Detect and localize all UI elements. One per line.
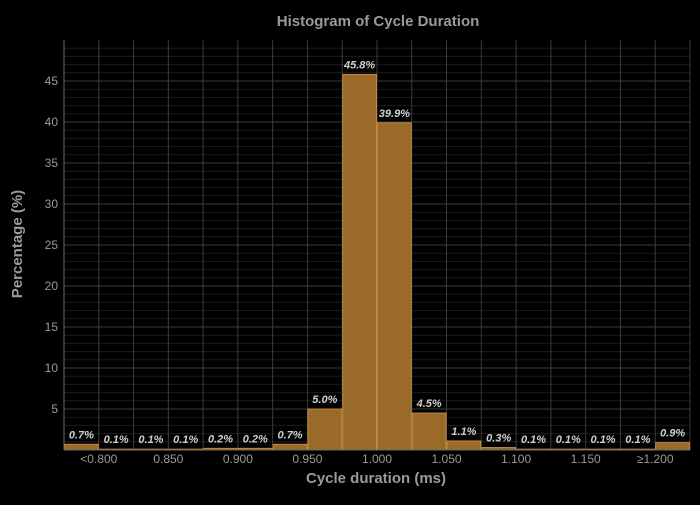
x-tick-label: 1.000	[362, 452, 392, 466]
x-axis-title: Cycle duration (ms)	[306, 470, 446, 487]
bar-value-label: 0.1%	[521, 434, 546, 446]
y-tick-label: 45	[45, 74, 59, 88]
histogram-bar	[377, 122, 412, 451]
bar-value-label: 0.1%	[173, 434, 198, 446]
x-tick-label: 0.900	[223, 452, 253, 466]
x-tick-label: 0.950	[292, 452, 322, 466]
bar-value-label: 0.1%	[625, 434, 650, 446]
axes: 5 10 15 20 25 30 35 40 45 <0.800 0.850 0.900 0.950 1.…	[45, 40, 690, 466]
y-tick-label: 15	[45, 320, 59, 334]
data-labels: 0.7% 0.1% 0.1% 0.1% 0.2% 0.2% 0.7% 5.0% 45.8% 39.…	[69, 59, 686, 446]
x-tick-label: 1.100	[501, 452, 531, 466]
chart-title: Histogram of Cycle Duration	[277, 13, 480, 30]
bar-value-label: 5.0%	[312, 394, 337, 406]
bar-value-label: 39.9%	[379, 108, 410, 120]
histogram-bar	[307, 408, 343, 451]
bar-value-label: 0.9%	[660, 428, 685, 440]
bar-value-label: 0.7%	[278, 429, 303, 441]
bar-value-label: 0.7%	[69, 429, 94, 441]
bar-value-label: 0.1%	[591, 434, 616, 446]
y-tick-label: 20	[45, 279, 59, 293]
bar-value-label: 0.3%	[486, 433, 511, 445]
bar-value-label: 0.1%	[556, 434, 581, 446]
y-tick-label: 30	[45, 197, 59, 211]
x-tick-label: <0.800	[80, 452, 117, 466]
histogram-bar	[64, 443, 99, 451]
x-tick-label: 1.050	[432, 452, 462, 466]
y-tick-label: 40	[45, 115, 59, 129]
y-tick-label: 25	[45, 238, 59, 252]
histogram-bar	[446, 440, 482, 451]
bar-value-label: 0.2%	[208, 433, 233, 445]
bar-value-label: 4.5%	[416, 398, 442, 410]
x-tick-label: ≥1.200	[637, 452, 674, 466]
histogram-bar	[411, 412, 447, 451]
y-tick-label: 5	[51, 402, 58, 416]
y-tick-label: 35	[45, 156, 59, 170]
x-tick-label: 1.150	[571, 452, 601, 466]
bar-value-label: 0.1%	[138, 434, 163, 446]
y-tick-label: 10	[45, 361, 59, 375]
bars	[64, 73, 691, 451]
histogram-bar	[272, 443, 308, 451]
histogram-bar	[342, 73, 378, 451]
y-axis-title: Percentage (%)	[9, 190, 26, 298]
bar-value-label: 45.8%	[343, 59, 375, 71]
histogram-bar	[655, 442, 691, 451]
bar-value-label: 0.2%	[243, 433, 268, 445]
bar-value-label: 0.1%	[104, 434, 129, 446]
x-tick-label: 0.850	[153, 452, 183, 466]
bar-value-label: 1.1%	[451, 426, 476, 438]
